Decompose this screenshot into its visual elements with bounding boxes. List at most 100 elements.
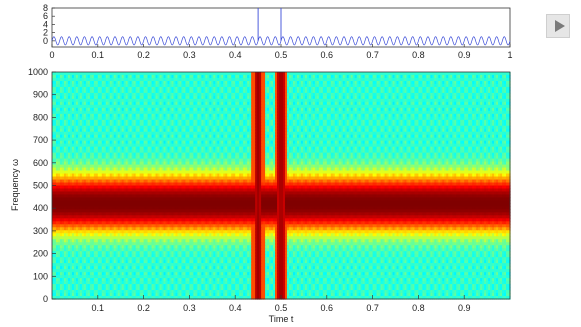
heatmap-cell — [380, 116, 384, 121]
heatmap-cell — [159, 101, 163, 106]
heatmap-cell — [386, 119, 390, 124]
heatmap-cell — [346, 113, 350, 118]
heatmap-cell — [245, 83, 248, 88]
heatmap-cell — [358, 72, 362, 76]
heatmap-cell — [73, 92, 77, 97]
heatmap-cell — [277, 116, 280, 121]
heatmap-cell — [189, 98, 192, 103]
heatmap-cell — [261, 101, 264, 106]
heatmap-cell — [306, 72, 310, 76]
heatmap-cell — [334, 116, 338, 121]
heatmap-cell — [245, 122, 248, 127]
heatmap-cell — [436, 92, 439, 97]
heatmap-cell — [320, 113, 324, 118]
heatmap-cell — [292, 92, 296, 97]
heatmap-cell — [237, 104, 240, 109]
heatmap-cell — [159, 80, 163, 85]
heatmap-cell — [121, 80, 125, 85]
heatmap-cell — [464, 74, 467, 79]
heatmap-cell — [366, 80, 370, 85]
heatmap-cell — [67, 110, 71, 115]
heatmap-cell — [63, 107, 67, 112]
heatmap-cell — [159, 122, 163, 127]
heatmap-cell — [69, 98, 73, 103]
heatmap-cell — [446, 72, 449, 76]
heatmap-cell — [133, 101, 137, 106]
heatmap-cell — [225, 95, 228, 100]
heatmap-cell — [227, 104, 230, 109]
heatmap-cell — [67, 77, 71, 82]
heatmap-cell — [398, 89, 402, 94]
heatmap-cell — [334, 113, 338, 118]
heatmap-cell — [157, 116, 161, 121]
heatmap-cell — [316, 74, 320, 79]
heatmap-cell — [87, 104, 91, 109]
heatmap-cell — [189, 113, 192, 118]
heatmap-cell — [221, 119, 224, 124]
heatmap-cell — [67, 92, 71, 97]
heatmap-cell — [436, 104, 439, 109]
heatmap-cell — [171, 83, 175, 88]
heatmap-cell — [61, 72, 65, 76]
heatmap-cell — [378, 119, 382, 124]
heatmap-cell — [53, 116, 57, 121]
heatmap-cell — [428, 86, 431, 91]
heatmap-cell — [219, 80, 222, 85]
heatmap-cell — [279, 72, 282, 76]
heatmap-cell — [137, 74, 141, 79]
heatmap-cell — [474, 113, 477, 118]
signal-ytick-label: 6 — [43, 11, 48, 21]
heatmap-cell — [119, 98, 123, 103]
heatmap-cell — [63, 92, 67, 97]
heatmap-cell — [57, 110, 61, 115]
heatmap-cell — [374, 74, 378, 79]
heatmap-cell — [434, 83, 437, 88]
heatmap-cell — [504, 113, 507, 118]
heatmap-cell — [221, 77, 224, 82]
heatmap-cell — [167, 77, 171, 82]
heatmap-cell — [388, 95, 392, 100]
heatmap-cell — [390, 80, 394, 85]
heatmap-cell — [231, 119, 234, 124]
heatmap-cell — [127, 86, 131, 91]
heatmap-cell — [67, 95, 71, 100]
heatmap-cell — [143, 86, 147, 91]
heatmap-cell — [366, 92, 370, 97]
heatmap-cell — [161, 110, 165, 115]
heatmap-cell — [123, 89, 127, 94]
heatmap-cell — [265, 74, 268, 79]
heatmap-cell — [75, 72, 79, 76]
heatmap-cell — [169, 80, 173, 85]
heatmap-cell — [271, 77, 274, 82]
heatmap-cell — [89, 104, 93, 109]
heatmap-cell — [111, 104, 115, 109]
heatmap-cell — [229, 107, 232, 112]
heatmap-cell — [316, 92, 320, 97]
heatmap-cell — [478, 113, 481, 118]
heatmap-cell — [79, 119, 83, 124]
signal-xtick-label: 0.2 — [137, 50, 150, 60]
heatmap-cell — [211, 101, 214, 106]
heatmap-cell — [292, 104, 296, 109]
heatmap-cell — [468, 98, 471, 103]
heatmap-cell — [103, 83, 107, 88]
heatmap-cell — [101, 110, 105, 115]
heatmap-cell — [476, 95, 479, 100]
heatmap-cell — [332, 116, 336, 121]
heatmap-cell — [141, 77, 145, 82]
heatmap-cell — [502, 119, 505, 124]
heatmap-cell — [107, 77, 111, 82]
heatmap-cell — [169, 98, 173, 103]
heatmap-cell — [334, 104, 338, 109]
heatmap-cell — [320, 104, 324, 109]
heatmap-cell — [209, 116, 212, 121]
heatmap-cell — [368, 83, 372, 88]
heatmap-cell — [360, 110, 364, 115]
heatmap-cell — [448, 98, 451, 103]
heatmap-cell — [217, 72, 220, 76]
heatmap-cell — [243, 92, 246, 97]
heatmap-cell — [434, 98, 437, 103]
heatmap-cell — [368, 95, 372, 100]
heatmap-cell — [235, 86, 238, 91]
heatmap-cell — [426, 107, 429, 112]
